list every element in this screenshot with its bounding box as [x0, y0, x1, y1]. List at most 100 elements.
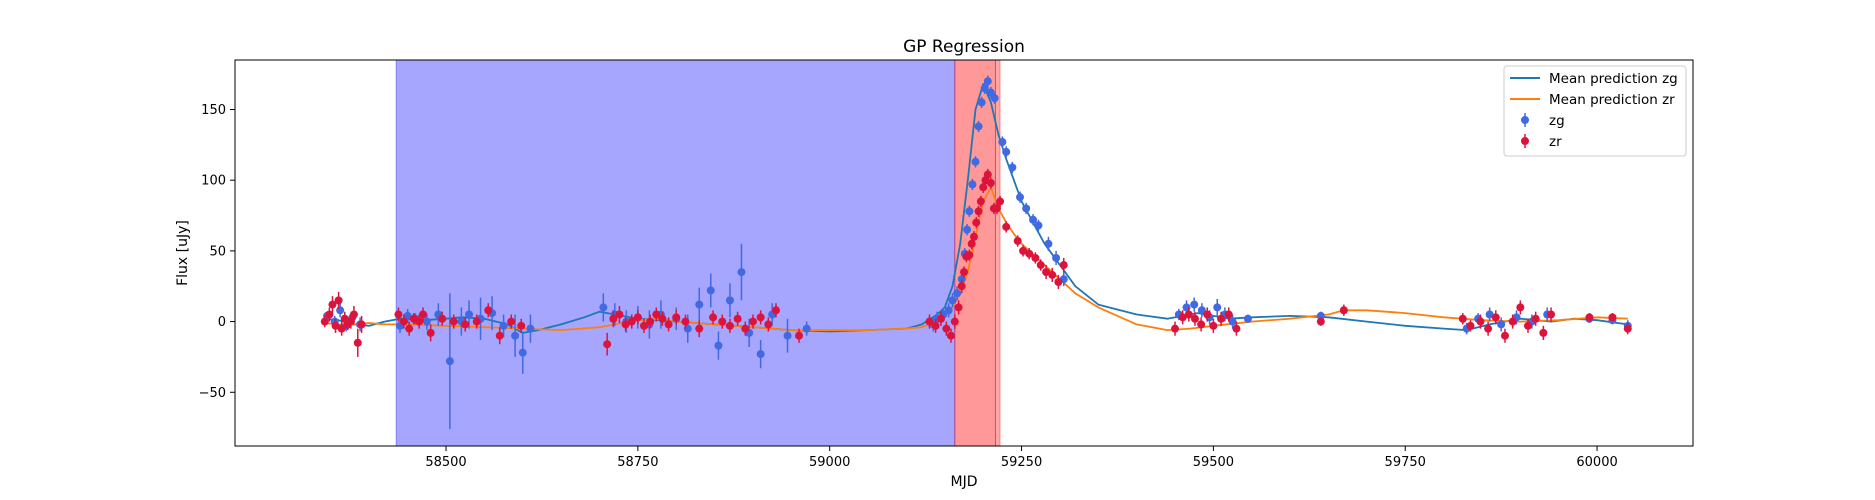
point-zr-1 — [325, 307, 334, 322]
marker-zr — [1547, 310, 1556, 319]
point-zr-37 — [664, 317, 673, 332]
point-zr-32 — [633, 310, 642, 325]
point-zg-16 — [499, 314, 508, 338]
point-zg-57 — [1002, 146, 1011, 158]
marker-zr — [627, 317, 636, 326]
point-zg-79 — [1497, 317, 1506, 332]
point-zr-101 — [1500, 328, 1509, 343]
marker-zr — [681, 317, 690, 326]
point-zr-96 — [1458, 313, 1467, 325]
marker-zg — [983, 77, 992, 86]
marker-zr — [1339, 306, 1348, 315]
marker-zg — [756, 350, 765, 359]
point-zg-9 — [422, 313, 431, 331]
legend-label-zg: zg — [1549, 113, 1565, 129]
marker-zg — [511, 331, 520, 340]
point-zr-72 — [992, 202, 1001, 215]
point-zg-32 — [737, 243, 746, 301]
marker-zr — [609, 314, 618, 323]
marker-zr — [946, 331, 955, 340]
marker-zr — [495, 331, 504, 340]
marker-zr — [950, 317, 959, 326]
point-zr-88 — [1197, 317, 1206, 332]
point-zg-73 — [1228, 314, 1237, 329]
marker-zg — [965, 207, 974, 216]
point-zr-90 — [1209, 318, 1218, 333]
legend-box — [1503, 65, 1687, 157]
marker-zr — [399, 317, 408, 326]
point-zg-18 — [518, 331, 527, 374]
marker-zr — [507, 317, 516, 326]
marker-zr — [346, 317, 355, 326]
legend-swatch-zg-marker — [1521, 116, 1529, 124]
point-zr-61 — [965, 249, 974, 261]
point-zr-2 — [328, 296, 337, 314]
point-zr-86 — [1184, 307, 1193, 322]
point-zr-85 — [1178, 310, 1187, 325]
point-zr-47 — [756, 310, 765, 325]
y-tick-label: 50 — [209, 244, 226, 259]
legend-swatch-zr-marker — [1521, 137, 1529, 145]
x-tick-label: 59750 — [1385, 455, 1426, 470]
point-zr-107 — [1547, 307, 1556, 322]
marker-zr — [1013, 236, 1022, 245]
legend-label-zr: zr — [1549, 134, 1562, 150]
point-zr-23 — [484, 303, 493, 318]
marker-zr — [1209, 321, 1218, 330]
marker-zg — [1016, 193, 1025, 202]
marker-zg — [445, 357, 454, 366]
marker-zg — [422, 317, 431, 326]
point-zr-58 — [957, 279, 966, 294]
marker-zg — [725, 296, 734, 305]
marker-zr — [986, 179, 995, 188]
point-zg-42 — [948, 293, 957, 308]
marker-zg — [526, 324, 535, 333]
marker-zr — [1042, 268, 1051, 277]
marker-zr — [334, 296, 343, 305]
marker-zr — [756, 313, 765, 322]
y-tick-label: 150 — [201, 103, 226, 118]
marker-zr — [1025, 249, 1034, 258]
point-zr-49 — [771, 303, 780, 318]
marker-zr — [349, 310, 358, 319]
marker-zg — [986, 88, 995, 97]
marker-zr — [695, 324, 704, 333]
marker-zr — [709, 313, 718, 322]
point-zr-48 — [764, 317, 773, 332]
marker-zr — [974, 207, 983, 216]
point-zr-39 — [681, 314, 690, 329]
marker-zr — [960, 268, 968, 277]
marker-zr — [517, 321, 526, 330]
marker-zr — [1476, 317, 1485, 326]
marker-zr — [996, 197, 1005, 206]
point-zr-42 — [718, 314, 727, 329]
marker-zg — [980, 84, 989, 93]
marker-zg — [948, 296, 957, 305]
point-zr-108 — [1585, 313, 1594, 322]
marker-zr — [658, 314, 667, 323]
marker-zr — [1608, 313, 1617, 322]
marker-zr — [764, 320, 773, 329]
marker-zr — [954, 303, 963, 312]
marker-zg — [1228, 317, 1237, 326]
marker-zr — [1197, 320, 1206, 329]
marker-zr — [1190, 314, 1199, 323]
marker-zr — [640, 321, 649, 330]
point-zr-50 — [795, 328, 804, 343]
point-zr-34 — [646, 314, 655, 329]
point-zg-52 — [980, 82, 989, 94]
marker-zg — [1190, 300, 1199, 309]
point-zg-50 — [974, 120, 983, 133]
point-zr-103 — [1516, 300, 1525, 315]
marker-zg — [953, 289, 962, 298]
marker-zr — [1217, 314, 1226, 323]
plot-frame — [234, 59, 1694, 447]
point-zr-36 — [658, 311, 667, 326]
point-zr-30 — [621, 317, 630, 332]
point-zg-60 — [1022, 202, 1031, 215]
shaded-region-0 — [395, 59, 956, 447]
marker-zr — [328, 300, 337, 309]
marker-zr — [1232, 324, 1241, 333]
marker-zr — [733, 314, 742, 323]
